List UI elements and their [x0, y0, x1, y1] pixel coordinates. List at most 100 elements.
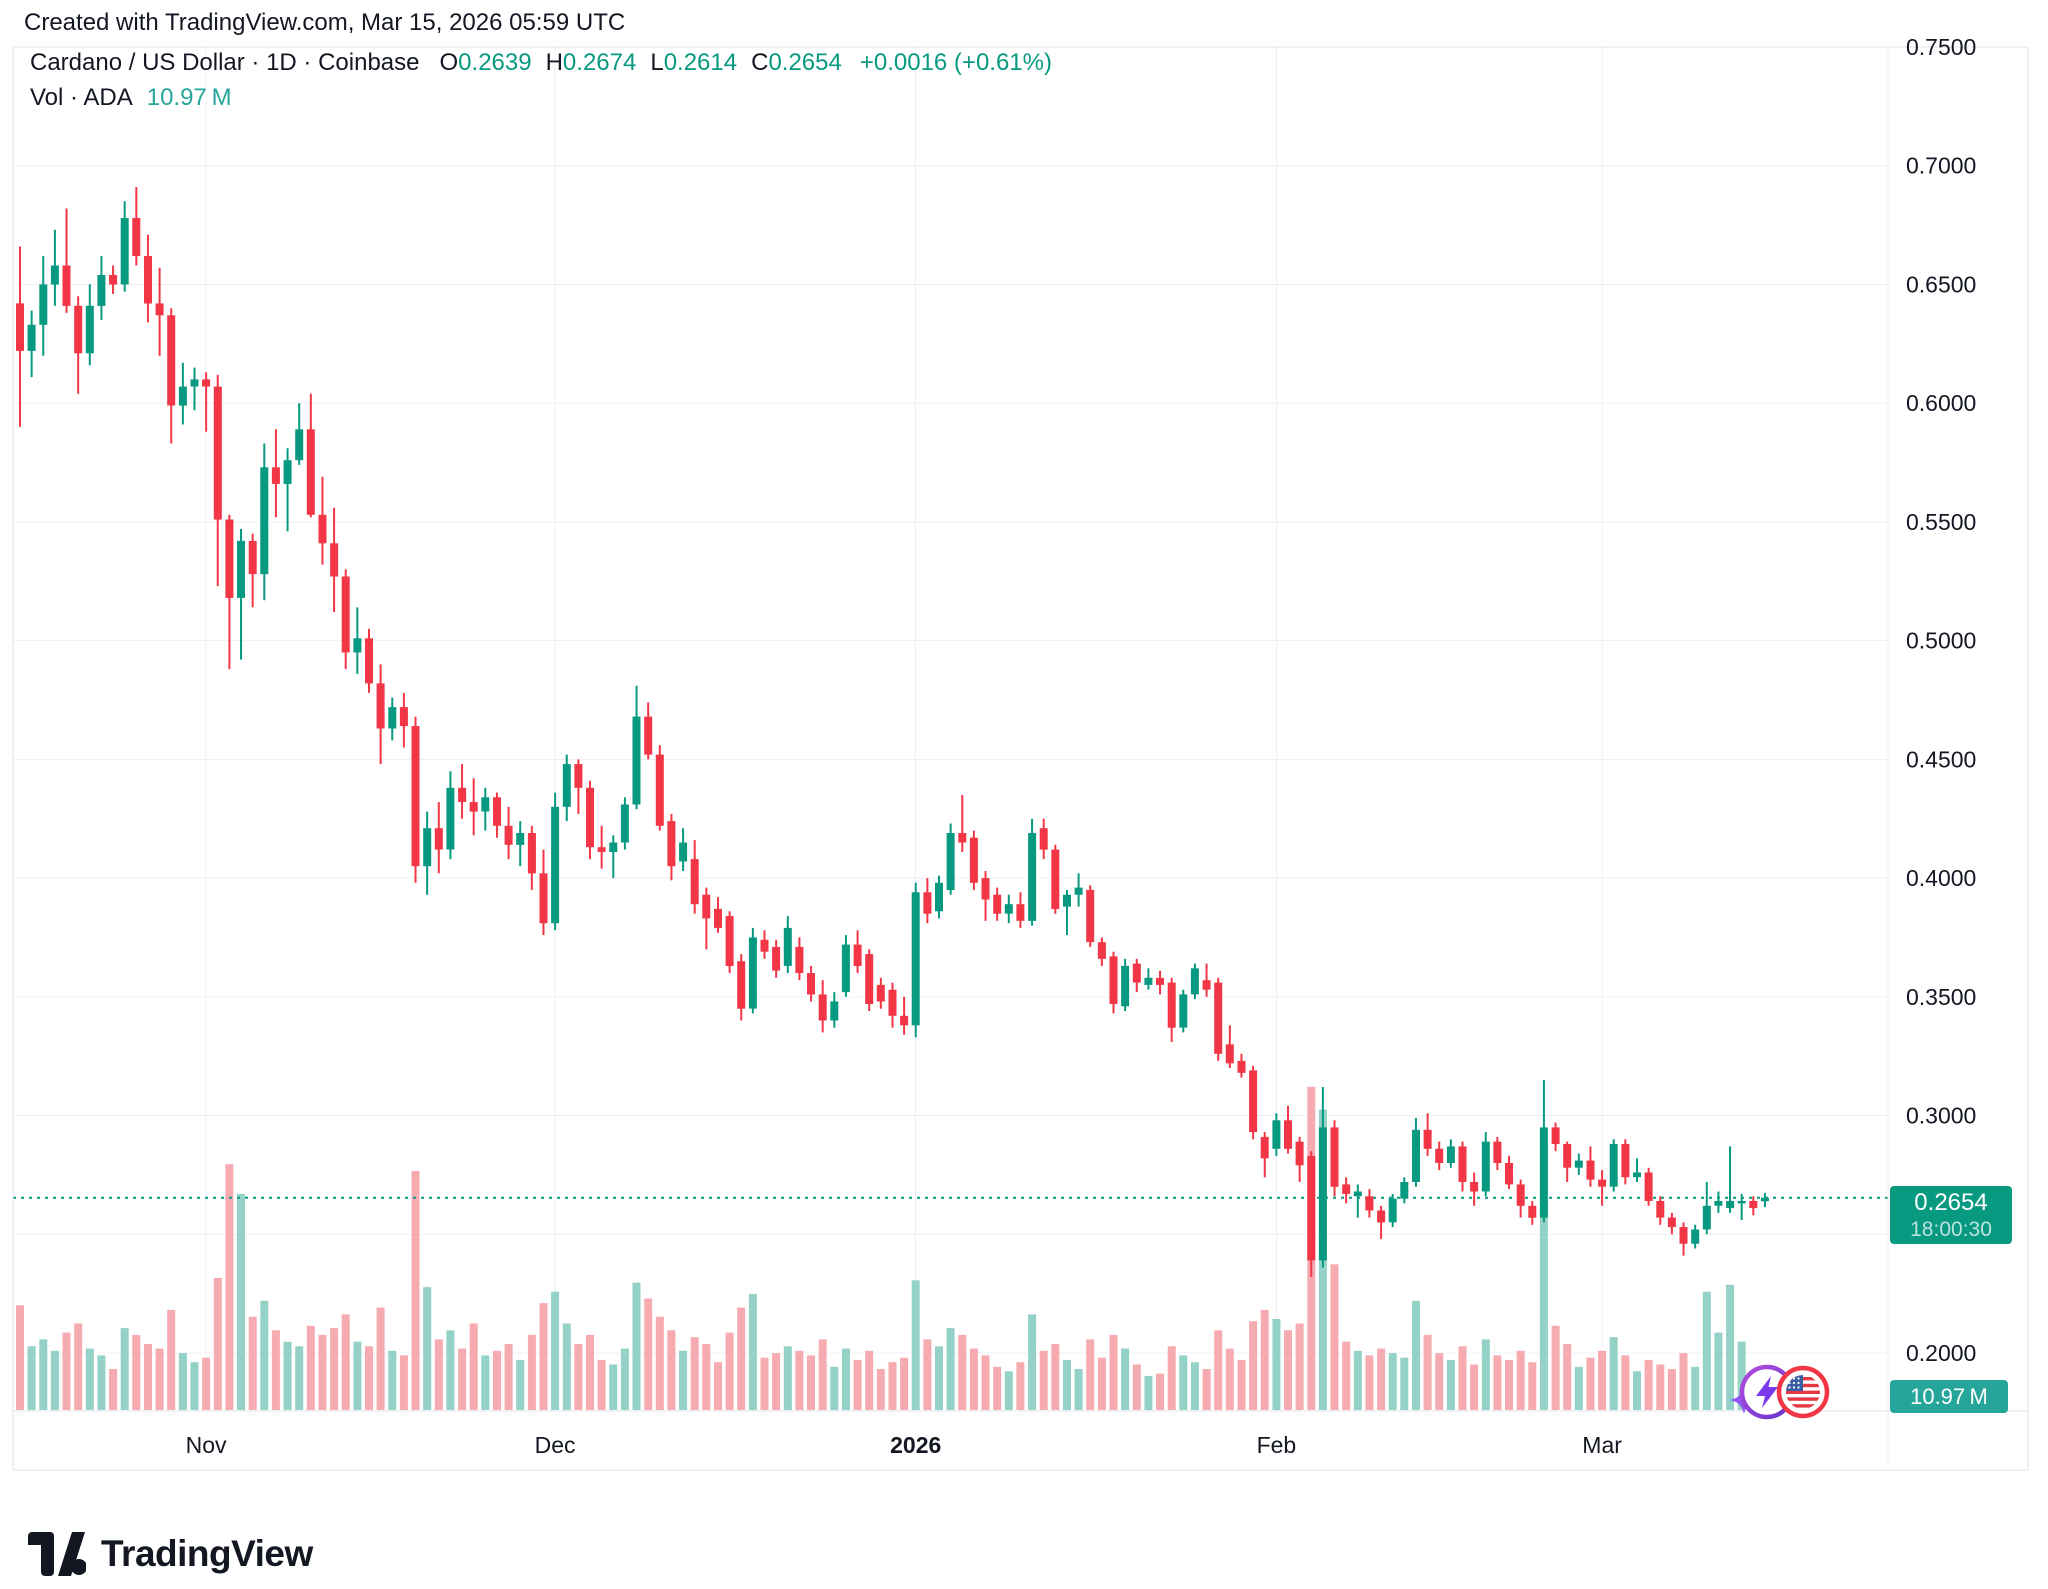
candle	[16, 246, 24, 427]
candle	[1074, 873, 1083, 907]
price-tick-label[interactable]: 0.2000	[1906, 1340, 1976, 1366]
volume-bar	[551, 1291, 560, 1410]
ohlc-open: O0.2639	[439, 49, 532, 76]
volume-bar	[1633, 1371, 1641, 1410]
candle	[725, 911, 734, 974]
candle	[50, 229, 59, 306]
symbol-title[interactable]: Cardano / US Dollar · 1D · Coinbase	[30, 49, 420, 76]
tradingview-logo[interactable]: TradingView	[28, 1532, 313, 1576]
candle	[1249, 1065, 1258, 1140]
volume-bar	[27, 1346, 36, 1410]
candle	[853, 930, 862, 974]
volume-bar	[446, 1330, 455, 1410]
candle	[1528, 1201, 1537, 1225]
volume-bar	[376, 1307, 385, 1410]
volume-bar	[783, 1346, 792, 1410]
volume-bar	[644, 1298, 653, 1410]
volume-bar	[1679, 1353, 1688, 1410]
candle	[190, 367, 199, 411]
volume-bar	[434, 1339, 443, 1410]
candle	[1318, 1087, 1327, 1268]
volume-bar	[830, 1366, 839, 1410]
price-tick-label[interactable]: 0.3500	[1906, 984, 1976, 1010]
price-tick-label[interactable]: 0.6000	[1906, 390, 1976, 416]
candle	[969, 830, 978, 890]
candle	[1563, 1141, 1572, 1182]
volume-bar	[1644, 1359, 1653, 1410]
volume-bar	[1284, 1330, 1292, 1410]
candle	[1400, 1177, 1409, 1204]
us-flag-icon[interactable]	[1776, 1365, 1830, 1419]
candle	[399, 692, 408, 748]
volume-bar	[365, 1346, 373, 1410]
volume-study-label[interactable]: Vol · ADA	[30, 84, 133, 111]
candle	[260, 443, 269, 601]
volume-bar	[237, 1193, 245, 1410]
candle	[202, 372, 211, 432]
volume-bar	[1342, 1341, 1351, 1410]
candle	[946, 823, 955, 895]
volume-bar	[1051, 1344, 1060, 1410]
price-tick-label[interactable]: 0.4000	[1906, 865, 1976, 891]
tradingview-logo-mark	[28, 1532, 86, 1576]
candle	[551, 792, 560, 931]
candle	[655, 745, 664, 831]
volume-bar	[969, 1348, 978, 1410]
volume-bar	[1004, 1371, 1013, 1410]
volume-bar	[1435, 1353, 1444, 1410]
volume-bar	[341, 1314, 350, 1410]
candle	[434, 802, 443, 874]
candle	[1039, 818, 1048, 860]
candle	[1737, 1193, 1746, 1220]
volume-bar	[1097, 1357, 1106, 1410]
price-tick-label[interactable]: 0.5500	[1906, 509, 1976, 535]
volume-bar	[562, 1323, 571, 1410]
price-tick-label[interactable]: 0.4500	[1906, 746, 1976, 772]
volume-bar	[1190, 1362, 1199, 1410]
volume-bar	[423, 1287, 432, 1410]
candle	[1633, 1158, 1641, 1182]
volume-bar	[1388, 1353, 1397, 1410]
candle	[1260, 1132, 1269, 1178]
time-axis-label[interactable]: Feb	[1257, 1432, 1297, 1458]
price-tick-label[interactable]: 0.7000	[1906, 153, 1976, 179]
candle	[1214, 977, 1223, 1061]
volume-bar	[155, 1348, 164, 1410]
candle	[493, 792, 501, 838]
price-tick-label[interactable]: 0.3000	[1906, 1103, 1976, 1129]
volume-bar	[1516, 1350, 1525, 1410]
candle	[981, 871, 990, 921]
volume-bar	[1167, 1346, 1176, 1410]
price-tick-label[interactable]: 0.5000	[1906, 628, 1976, 654]
candle	[1330, 1120, 1339, 1197]
symbol-legend: Cardano / US Dollar · 1D · Coinbase O0.2…	[30, 49, 1052, 119]
volume-bar	[469, 1323, 478, 1410]
volume-bar	[399, 1355, 408, 1410]
volume-bar	[493, 1350, 501, 1410]
volume-bar	[1156, 1373, 1164, 1410]
candle	[144, 234, 152, 323]
candle	[807, 965, 815, 1002]
volume-bar	[1551, 1325, 1560, 1410]
candle	[539, 849, 548, 936]
volume-bar	[748, 1293, 757, 1410]
volume-bar	[1400, 1357, 1409, 1410]
candle	[341, 569, 350, 670]
volume-bar	[516, 1359, 525, 1410]
volume-bar	[1039, 1350, 1048, 1410]
candle	[318, 476, 327, 565]
price-tick-label[interactable]: 0.7500	[1906, 34, 1976, 60]
last-price-value: 0.2654	[1914, 1189, 1988, 1216]
candle	[1086, 885, 1095, 947]
volume-bar	[1714, 1332, 1723, 1410]
bar-countdown: 18:00:30	[1910, 1218, 1992, 1241]
time-axis-label[interactable]: Mar	[1582, 1432, 1622, 1458]
candle	[1493, 1136, 1502, 1171]
volume-value: 10.97 M	[146, 84, 232, 111]
time-axis-label[interactable]: Dec	[535, 1432, 576, 1458]
attribution-text: Created with TradingView.com, Mar 15, 20…	[24, 9, 626, 36]
price-tick-label[interactable]: 0.6500	[1906, 271, 1976, 297]
time-axis-label[interactable]: Nov	[186, 1432, 227, 1458]
time-axis-label[interactable]: 2026	[890, 1432, 941, 1458]
